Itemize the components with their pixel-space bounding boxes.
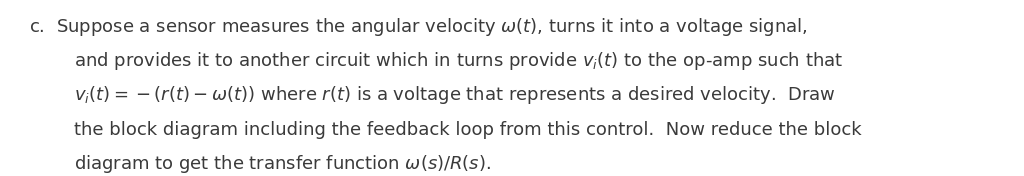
Text: the block diagram including the feedback loop from this control.  Now reduce the: the block diagram including the feedback… bbox=[74, 121, 861, 139]
Text: c.  Suppose a sensor measures the angular velocity $\omega(t)$, turns it into a : c. Suppose a sensor measures the angular… bbox=[29, 16, 808, 38]
Text: and provides it to another circuit which in turns provide $v_i(t)$ to the op-amp: and provides it to another circuit which… bbox=[74, 50, 843, 72]
Text: $v_i(t) = -(r(t) - \omega(t))$ where $r(t)$ is a voltage that represents a desir: $v_i(t) = -(r(t) - \omega(t))$ where $r(… bbox=[74, 84, 836, 106]
Text: diagram to get the transfer function $\omega(s)/R(s)$.: diagram to get the transfer function $\o… bbox=[74, 153, 490, 175]
